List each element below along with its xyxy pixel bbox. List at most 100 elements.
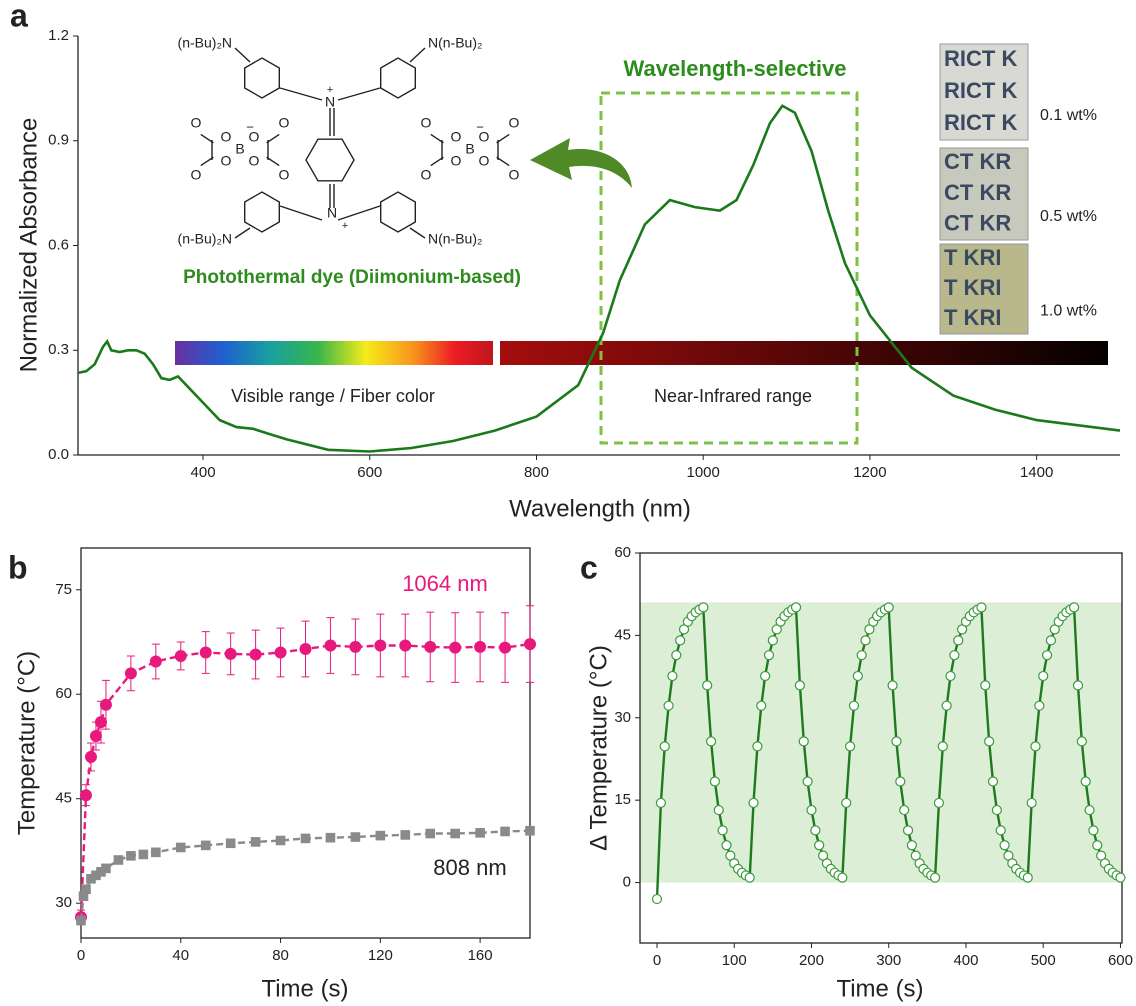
marker bbox=[887, 680, 898, 691]
marker bbox=[659, 741, 670, 752]
swatch-text: CT KR bbox=[944, 180, 1011, 205]
marker bbox=[709, 776, 721, 787]
x-tick-label: 1200 bbox=[853, 464, 886, 481]
marker bbox=[845, 741, 856, 752]
marker bbox=[953, 635, 964, 646]
marker bbox=[374, 639, 387, 652]
marker bbox=[1115, 872, 1126, 883]
atom-label: O bbox=[191, 115, 202, 131]
marker bbox=[1026, 797, 1037, 809]
marker bbox=[325, 832, 336, 843]
marker bbox=[475, 828, 485, 838]
marker bbox=[400, 830, 411, 840]
x-axis-title: Wavelength (nm) bbox=[509, 495, 691, 522]
atom-label: B bbox=[465, 141, 474, 157]
y-axis-title: Δ Temperature (°C) bbox=[585, 645, 612, 851]
marker bbox=[929, 872, 941, 883]
shaded-range bbox=[640, 602, 1122, 883]
y-tick-label: 0.3 bbox=[48, 341, 69, 358]
marker bbox=[698, 602, 709, 613]
marker bbox=[848, 700, 860, 711]
marker bbox=[249, 648, 262, 661]
atom-label: O bbox=[451, 129, 462, 145]
marker bbox=[91, 870, 101, 881]
marker bbox=[744, 872, 755, 883]
bond bbox=[409, 227, 426, 239]
y-tick-label: 0.9 bbox=[48, 132, 69, 149]
marker bbox=[790, 602, 802, 613]
marker bbox=[200, 840, 211, 851]
atom-label: O bbox=[221, 129, 232, 145]
marker bbox=[814, 840, 825, 851]
swatch-text: T KRI bbox=[944, 305, 1001, 330]
marker bbox=[906, 840, 917, 851]
atom-label: N(n-Bu)₂ bbox=[428, 35, 482, 51]
y-axis-title: Temperature (°C) bbox=[13, 651, 40, 835]
y-tick-label: 0.6 bbox=[48, 236, 69, 253]
atom-label: O bbox=[249, 153, 260, 169]
marker bbox=[651, 893, 663, 905]
marker bbox=[375, 830, 386, 841]
marker bbox=[999, 840, 1010, 851]
marker bbox=[174, 649, 187, 662]
atom-label: + bbox=[342, 220, 348, 232]
bond bbox=[409, 47, 426, 63]
marker bbox=[810, 825, 821, 836]
marker bbox=[500, 826, 510, 837]
atom-label: (n-Bu)₂N bbox=[178, 231, 232, 247]
atom-label: N(n-Bu)₂ bbox=[428, 231, 482, 247]
bond bbox=[200, 156, 214, 167]
marker bbox=[499, 641, 512, 654]
atom-label: O bbox=[479, 129, 490, 145]
marker bbox=[79, 789, 92, 802]
annotation: Wavelength-selective bbox=[624, 56, 847, 81]
marker bbox=[663, 700, 674, 711]
series-label: 808 nm bbox=[433, 855, 506, 880]
marker bbox=[1030, 741, 1041, 752]
marker bbox=[1069, 602, 1080, 613]
swatch-text: CT KR bbox=[944, 210, 1011, 235]
atom-label: O bbox=[221, 153, 232, 169]
marker bbox=[84, 750, 97, 763]
atom-label: O bbox=[279, 115, 290, 131]
marker bbox=[713, 804, 724, 816]
concentration-label: 0.5 wt% bbox=[1040, 208, 1097, 225]
marker bbox=[86, 874, 96, 884]
x-tick-label: 500 bbox=[1031, 952, 1056, 969]
atom-label: O bbox=[249, 129, 260, 145]
swatch bbox=[939, 147, 1029, 241]
x-tick-label: 0 bbox=[77, 947, 85, 964]
bond bbox=[200, 133, 214, 144]
x-tick-label: 400 bbox=[191, 464, 216, 481]
atom-label: O bbox=[191, 167, 202, 183]
marker bbox=[424, 640, 437, 653]
y-tick-label: 30 bbox=[614, 709, 631, 726]
swatch-text: RICT K bbox=[944, 46, 1017, 71]
marker bbox=[717, 825, 728, 836]
marker bbox=[76, 915, 86, 926]
atom-label: O bbox=[509, 167, 520, 183]
x-tick-label: 1400 bbox=[1020, 464, 1053, 481]
marker bbox=[299, 642, 312, 655]
marker bbox=[899, 804, 910, 816]
marker bbox=[763, 650, 775, 661]
swatch-text: RICT K bbox=[944, 110, 1017, 135]
marker bbox=[852, 670, 863, 682]
marker bbox=[274, 646, 287, 659]
marker bbox=[1088, 825, 1099, 836]
marker bbox=[860, 635, 871, 646]
marker bbox=[675, 635, 686, 646]
marker bbox=[450, 828, 460, 839]
y-tick-label: 45 bbox=[55, 790, 72, 807]
marker bbox=[324, 639, 337, 652]
marker bbox=[767, 635, 778, 646]
x-tick-label: 40 bbox=[172, 947, 189, 964]
series-line bbox=[77, 104, 1121, 453]
marker bbox=[721, 840, 732, 851]
atom-label: O bbox=[451, 153, 462, 169]
atom-label: B bbox=[235, 141, 244, 157]
marker bbox=[1080, 776, 1091, 787]
marker bbox=[1045, 635, 1057, 646]
swatch-text: T KRI bbox=[944, 245, 1001, 270]
marker bbox=[837, 872, 848, 883]
